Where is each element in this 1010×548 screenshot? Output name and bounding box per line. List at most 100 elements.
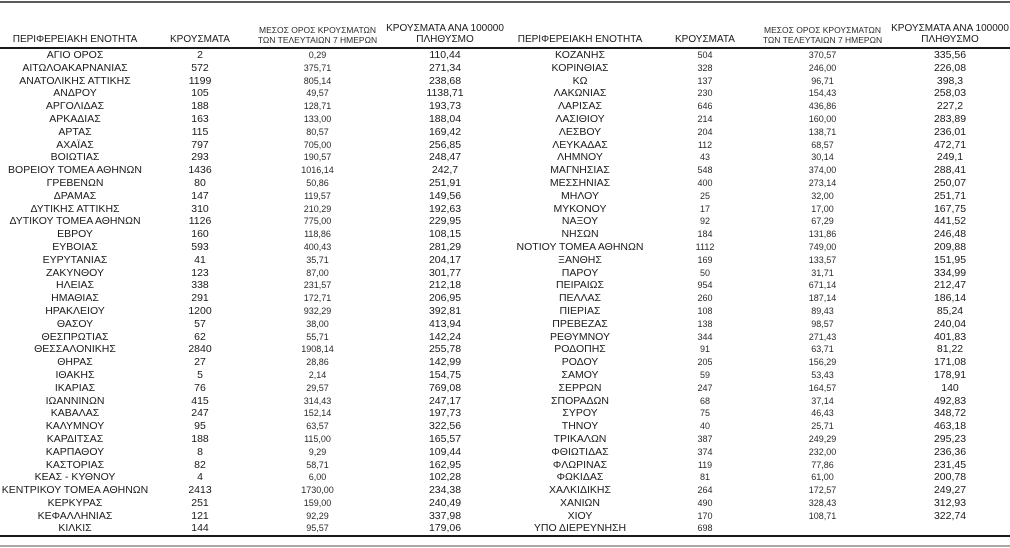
per100k-cell: 258,03	[933, 87, 967, 100]
per100k-cell: 392,81	[428, 304, 462, 317]
region-name-cell: ΝΟΤΙΟΥ ΤΟΜΕΑ ΑΘΗΝΩΝ	[516, 240, 644, 253]
column-header-avg7-line1: ΜΕΣΟΣ ΟΡΟΣ ΚΡΟΥΣΜΑΤΩΝ	[259, 25, 376, 35]
avg7-cell: 400,43	[303, 241, 332, 252]
avg7-cell: 328,43	[808, 497, 837, 508]
per100k-cell: 492,83	[933, 394, 967, 407]
cases-cell: 5	[197, 368, 203, 381]
cases-cell: 698	[697, 523, 713, 534]
region-name-cell: ΑΡΤΑΣ	[58, 125, 92, 138]
region-name-cell: ΔΡΑΜΑΣ	[53, 189, 97, 202]
table-row: ΚΩ 137 96,71 398,3	[505, 75, 1010, 88]
cases-cell: 338	[191, 279, 209, 292]
table-row: ΑΡΚΑΔΙΑΣ 163 133,00 188,04	[0, 113, 505, 126]
avg7-cell: 46,43	[811, 408, 834, 419]
avg7-cell: 187,14	[808, 293, 837, 304]
region-name-cell: ΠΙΕΡΙΑΣ	[559, 304, 601, 317]
avg7-cell: 58,71	[306, 459, 329, 470]
avg7-cell: 67,29	[811, 216, 834, 227]
cases-cell: 17	[699, 203, 710, 214]
table-row: ΚΑΒΑΛΑΣ 247 152,14 197,73	[0, 407, 505, 420]
avg7-cell: 128,71	[303, 101, 332, 112]
cases-cell: 204	[697, 126, 713, 137]
per100k-cell: 204,17	[428, 253, 462, 266]
region-name-cell: ΣΑΜΟΥ	[561, 368, 599, 381]
cases-cell: 82	[194, 458, 206, 471]
per100k-cell: 188,04	[428, 112, 462, 125]
per100k-cell: 413,94	[428, 317, 462, 330]
per100k-cell: 312,93	[933, 496, 967, 509]
cases-cell: 4	[197, 471, 203, 484]
table-row: ΑΝΑΤΟΛΙΚΗΣ ΑΤΤΙΚΗΣ 1199 805,14 238,68	[0, 75, 505, 88]
column-header-region: ΠΕΡΙΦΕΡΕΙΑΚΗ ΕΝΟΤΗΤΑ	[505, 3, 655, 49]
cases-cell: 169	[697, 254, 713, 265]
region-name-cell: ΡΟΔΟΠΗΣ	[554, 343, 606, 356]
avg7-cell: 28,86	[306, 357, 329, 368]
avg7-cell: 96,71	[811, 75, 834, 86]
region-name-cell: ΚΕΝΤΡΙΚΟΥ ΤΟΜΕΑ ΑΘΗΝΩΝ	[1, 484, 149, 497]
avg7-cell: 156,29	[808, 357, 837, 368]
per100k-cell: 249,27	[933, 484, 967, 497]
cases-cell: 646	[697, 101, 713, 112]
per100k-cell: 234,38	[428, 484, 462, 497]
table-row: ΑΧΑΪΑΣ 797 705,00 256,85	[0, 139, 505, 152]
per100k-cell: 209,88	[933, 240, 967, 253]
avg7-cell: 374,00	[808, 165, 837, 176]
avg7-cell: 80,57	[306, 126, 329, 137]
cases-cell: 95	[194, 420, 206, 433]
avg7-cell: 314,43	[303, 395, 332, 406]
region-name-cell: ΛΑΚΩΝΙΑΣ	[553, 87, 607, 100]
cases-cell: 76	[194, 381, 206, 394]
cases-cell: 121	[191, 509, 209, 522]
table-row: ΡΕΘΥΜΝΟΥ 344 271,43 401,83	[505, 331, 1010, 344]
region-name-cell: ΧΑΝΙΩΝ	[560, 496, 600, 509]
avg7-cell: 55,71	[306, 331, 329, 342]
per100k-cell: 108,15	[428, 228, 462, 241]
per100k-cell: 154,75	[428, 368, 462, 381]
region-name-cell: ΛΕΥΚΑΔΑΣ	[552, 138, 608, 151]
region-name-cell: ΑΝΔΡΟΥ	[53, 87, 97, 100]
avg7-cell: 2,14	[308, 369, 327, 380]
table-row: ΗΜΑΘΙΑΣ 291 172,71 206,95	[0, 292, 505, 305]
region-name-cell: ΑΡΚΑΔΙΑΣ	[49, 112, 101, 125]
table-row: ΤΡΙΚΑΛΩΝ 387 249,29 295,23	[505, 433, 1010, 446]
per100k-cell: 246,48	[933, 228, 967, 241]
table-row: ΝΟΤΙΟΥ ΤΟΜΕΑ ΑΘΗΝΩΝ 1112 749,00 209,88	[505, 241, 1010, 254]
cases-cell: 160	[191, 228, 209, 241]
table-row: ΜΕΣΣΗΝΙΑΣ 400 273,14 250,07	[505, 177, 1010, 190]
table-row: ΙΘΑΚΗΣ 5 2,14 154,75	[0, 369, 505, 382]
cases-cell: 264	[697, 485, 713, 496]
avg7-cell: 25,71	[811, 421, 834, 432]
table-row: ΣΕΡΡΩΝ 247 164,57 140	[505, 382, 1010, 395]
table-row: ΜΗΛΟΥ 25 32,00 251,71	[505, 190, 1010, 203]
cases-cell: 593	[191, 240, 209, 253]
cases-cell: 138	[697, 318, 713, 329]
column-header-per100k-line1: ΚΡΟΥΣΜΑΤΑ ΑΝΑ 100000	[891, 23, 1009, 34]
per100k-cell: 1138,71	[426, 87, 464, 100]
table-row: ΚΑΛΥΜΝΟΥ 95 63,57 322,56	[0, 420, 505, 433]
region-name-cell: ΚΩ	[572, 74, 588, 87]
column-header-cases: ΚΡΟΥΣΜΑΤΑ	[655, 3, 755, 49]
cases-cell: 247	[191, 407, 209, 420]
region-name-cell: ΚΟΖΑΝΗΣ	[555, 49, 605, 61]
table-row: ΑΝΔΡΟΥ 105 49,57 1138,71	[0, 87, 505, 100]
cases-cell: 163	[191, 112, 209, 125]
cases-cell: 548	[697, 165, 713, 176]
column-header-per100k: ΚΡΟΥΣΜΑΤΑ ΑΝΑ 100000 ΠΛΗΘΥΣΜΟ	[890, 3, 1010, 49]
table-row: ΥΠΟ ΔΙΕΡΕΥΝΗΣΗ 698	[505, 522, 1010, 536]
table-row: ΧΙΟΥ 170 108,71 322,74	[505, 510, 1010, 523]
region-name-cell: ΧΙΟΥ	[567, 509, 593, 522]
cases-cell: 954	[697, 280, 713, 291]
per100k-cell: 179,06	[428, 522, 462, 535]
per100k-cell: 212,18	[428, 279, 462, 292]
avg7-cell: 133,57	[808, 254, 837, 265]
region-name-cell: ΕΒΡΟΥ	[57, 228, 93, 241]
region-name-cell: ΛΑΡΙΣΑΣ	[558, 100, 602, 113]
region-name-cell: ΡΟΔΟΥ	[561, 356, 599, 369]
per100k-cell: 178,91	[933, 368, 967, 381]
avg7-cell: 436,86	[808, 101, 837, 112]
region-name-cell: ΚΑΣΤΟΡΙΑΣ	[45, 458, 105, 471]
table-row: ΑΙΤΩΛΟΑΚΑΡΝΑΝΙΑΣ 572 375,71 271,34	[0, 62, 505, 75]
table-row: ΕΥΡΥΤΑΝΙΑΣ 41 35,71 204,17	[0, 254, 505, 267]
table-row: ΛΕΥΚΑΔΑΣ 112 68,57 472,71	[505, 139, 1010, 152]
table-row: ΣΠΟΡΑΔΩΝ 68 37,14 492,83	[505, 395, 1010, 408]
